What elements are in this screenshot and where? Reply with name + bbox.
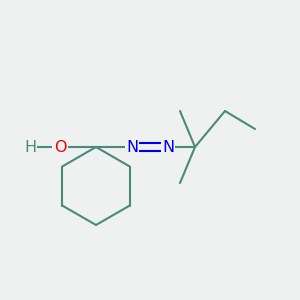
Text: O: O: [54, 140, 66, 154]
Text: H: H: [24, 140, 36, 154]
Text: N: N: [162, 140, 174, 154]
Text: N: N: [126, 140, 138, 154]
